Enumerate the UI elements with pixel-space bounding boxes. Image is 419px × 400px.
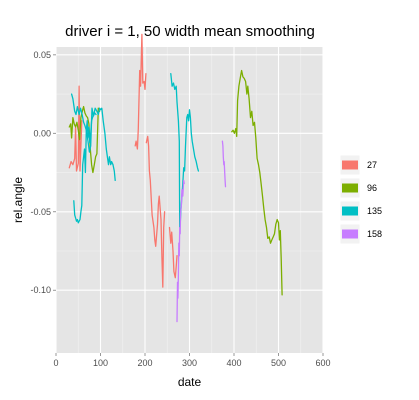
y-tick-label: 0.00 [33, 128, 51, 138]
chart-title: driver i = 1, 50 width mean smoothing [65, 23, 315, 40]
series-135-line [70, 93, 97, 153]
series-lines [68, 33, 283, 323]
series-158-line [221, 140, 227, 188]
x-tick-label: 500 [271, 358, 286, 368]
y-tick-label: 0.05 [33, 50, 51, 60]
x-tick-label: 400 [226, 358, 241, 368]
y-axis-ticks: 0.05 0.00 -0.05 -0.10 [30, 50, 56, 295]
x-axis-label: date [178, 375, 202, 389]
series-27-line [168, 226, 178, 279]
legend: 27 96 135 158 [338, 153, 382, 249]
legend-label-27: 27 [367, 160, 377, 170]
y-tick-label: -0.05 [30, 207, 51, 217]
legend-label-158: 158 [367, 229, 382, 239]
y-axis-label: rel.angle [11, 177, 25, 223]
series-158-line [176, 179, 185, 323]
series-27-line [134, 33, 147, 150]
grid-major [55, 47, 324, 353]
x-tick-label: 0 [53, 358, 58, 368]
x-tick-label: 300 [182, 358, 197, 368]
x-tick-label: 200 [137, 358, 152, 368]
x-axis-ticks: 0 100 200 300 400 500 600 [53, 353, 331, 368]
series-27-line [145, 135, 166, 288]
series-135-line [73, 107, 116, 224]
y-tick-label: -0.10 [30, 285, 51, 295]
legend-label-96: 96 [367, 183, 377, 193]
x-tick-label: 100 [93, 358, 108, 368]
series-96-line [68, 105, 101, 174]
series-96-line [231, 69, 283, 296]
x-tick-label: 600 [315, 358, 330, 368]
legend-label-135: 135 [367, 206, 382, 216]
series-135-line [170, 73, 200, 229]
series-27-line [68, 85, 83, 172]
